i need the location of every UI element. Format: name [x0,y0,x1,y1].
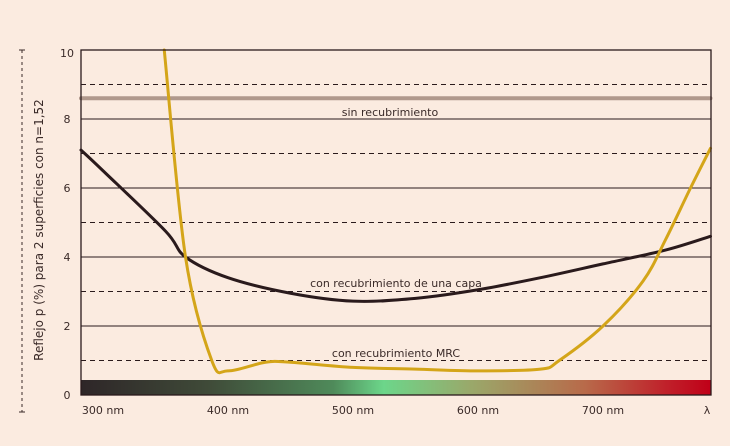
x-tick-label: 700 nm [582,404,624,417]
plot-frame [80,49,712,396]
y-tick-label: 8 [64,113,71,126]
x-tick-label: 600 nm [457,404,499,417]
y-tick-label: 6 [64,182,71,195]
y-axis-bracket [19,49,25,413]
series-label: sin recubrimiento [342,106,439,119]
series-labels: sin recubrimiento con recubrimiento de un… [310,106,482,360]
y-axis-ticks: 0 2 4 6 8 10 [60,47,74,402]
x-tick-label: 500 nm [332,404,374,417]
x-axis-lambda-label: λ [704,404,711,417]
x-axis-ticks: 300 nm 400 nm 500 nm 600 nm 700 nm λ [82,404,711,417]
y-tick-label: 10 [60,47,74,60]
series-line [162,48,712,375]
series-label: con recubrimiento de una capa [310,277,482,290]
y-tick-label: 0 [64,389,71,402]
y-tick-label: 4 [64,251,71,264]
series-label: con recubrimiento MRC [332,347,461,360]
x-tick-label: 400 nm [207,404,249,417]
series-line [79,148,712,303]
data-series [79,48,713,375]
y-tick-label: 2 [64,320,71,333]
x-tick-label: 300 nm [82,404,124,417]
spectrum-bar [81,380,711,395]
y-axis-label: Reflejo p (%) para 2 superficies con n=1… [32,99,46,361]
